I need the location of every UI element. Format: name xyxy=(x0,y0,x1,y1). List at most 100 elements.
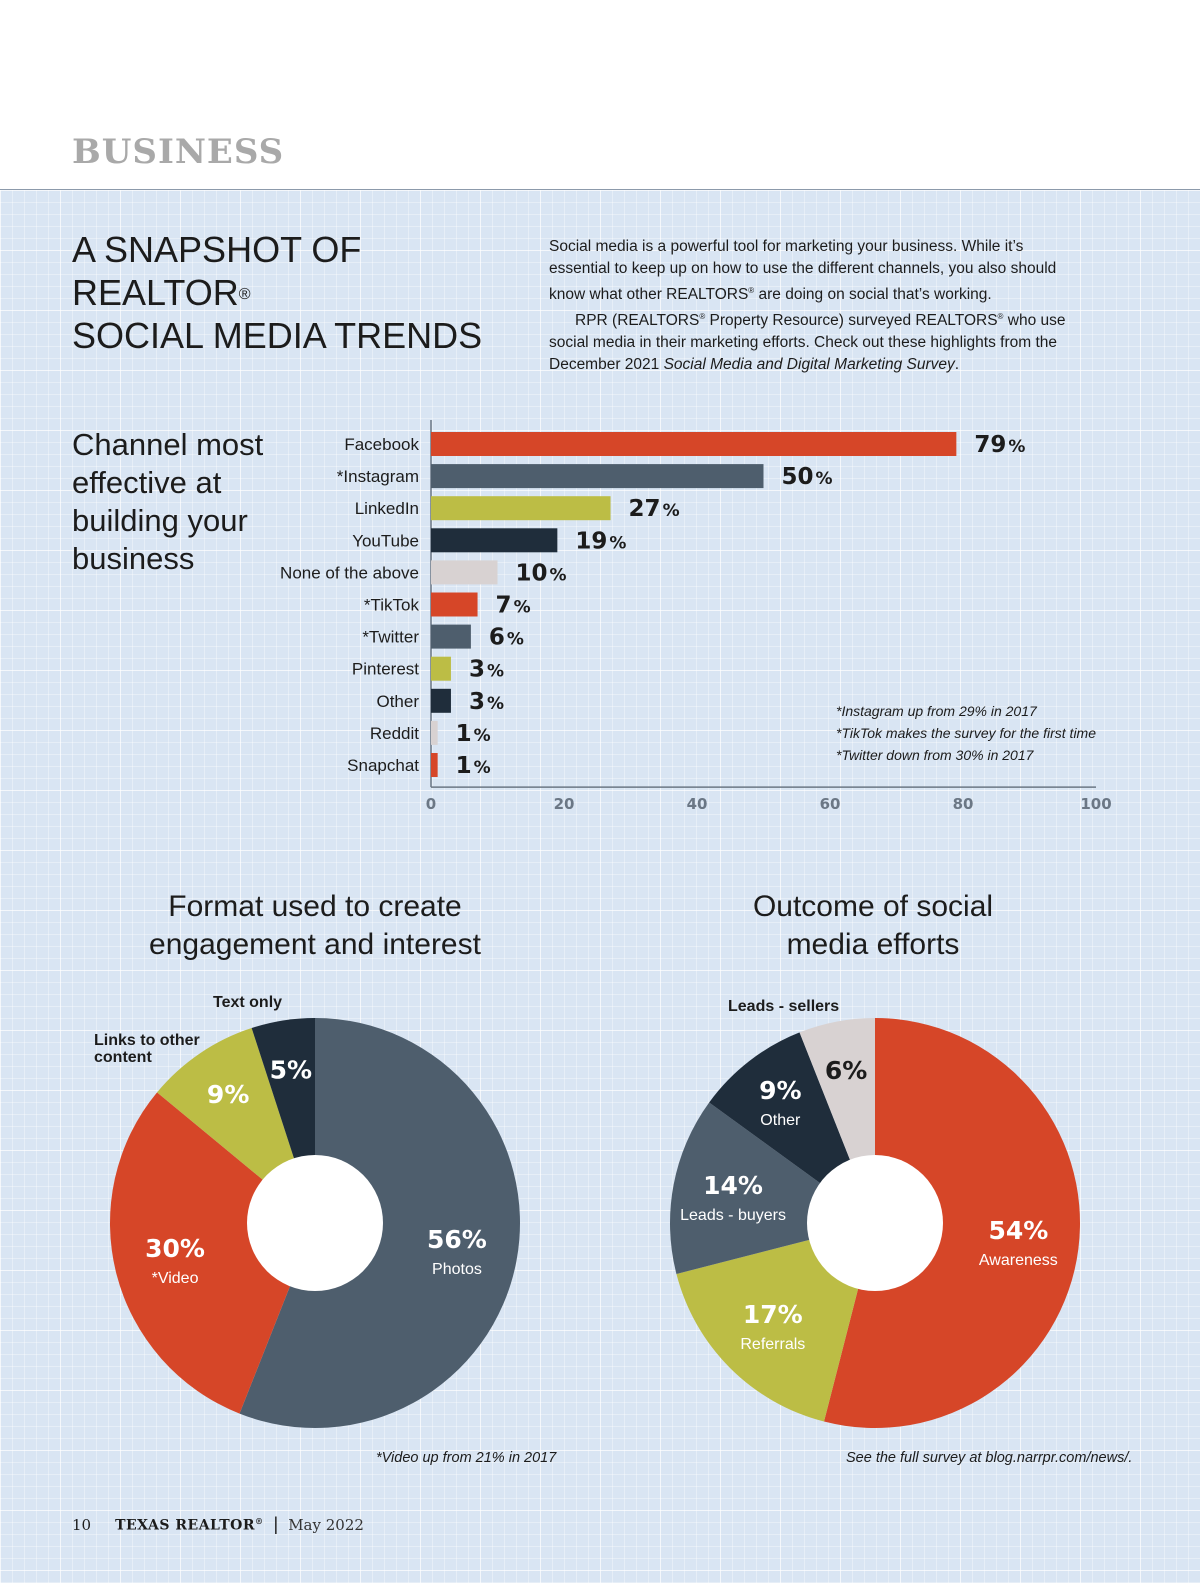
category-label-twitter: *Twitter xyxy=(362,628,419,647)
page-footer: 10 TEXAS REALTOR® | May 2022 xyxy=(72,1514,364,1535)
format-pie-pct-links-to-other-content: 9% xyxy=(207,1080,249,1109)
category-label-linkedin: LinkedIn xyxy=(355,499,419,518)
value-suffix-instagram: % xyxy=(816,469,833,489)
bar-linkedin xyxy=(431,496,611,521)
bar-youtube xyxy=(431,528,558,553)
format-pie-label-photos: Photos xyxy=(432,1261,482,1278)
format-pie-outside-label-links-to-other-content: Links to other xyxy=(94,1032,200,1049)
value-label-reddit: 1% xyxy=(456,721,491,747)
intro-p2-text-b: Property Resource) surveyed REALTORS xyxy=(705,312,998,330)
outcome-pie-pct-other: 9% xyxy=(759,1076,801,1105)
bar-chart-title: Channel most effective at building your … xyxy=(72,427,264,576)
format-pie-outside-label-text-only: Text only xyxy=(213,994,282,1011)
intro-p2-end: . xyxy=(954,356,960,374)
value-suffix-snapchat: % xyxy=(474,758,491,778)
publication-name: TEXAS REALTOR® xyxy=(115,1516,263,1534)
outcome-pie-pct-referrals: 17% xyxy=(743,1300,803,1329)
category-label-pinterest: Pinterest xyxy=(352,660,419,679)
value-suffix-pinterest: % xyxy=(487,662,504,682)
title-line-1: A SNAPSHOT OF REALTOR xyxy=(72,229,362,313)
note-instagram: *Instagram up from 29% in 2017 xyxy=(836,703,1037,719)
format-pie-pct-photos: 56% xyxy=(427,1225,487,1254)
page-title: A SNAPSHOT OF REALTOR® SOCIAL MEDIA TREN… xyxy=(72,228,532,357)
outcome-pie-label-other: Other xyxy=(760,1112,801,1129)
section-label: BUSINESS xyxy=(72,132,285,172)
category-label-tiktok: *TikTok xyxy=(364,596,420,615)
intro-p2-text-a: RPR (REALTORS xyxy=(575,312,700,330)
x-tick-label-20: 20 xyxy=(554,795,575,813)
bar-tiktok xyxy=(431,592,478,617)
note-twitter: *Twitter down from 30% in 2017 xyxy=(836,747,1034,763)
value-suffix-facebook: % xyxy=(1008,437,1025,457)
outcome-pie-footnote: See the full survey at blog.narrpr.com/n… xyxy=(846,1450,1133,1466)
outcome-pie-slice-referrals xyxy=(676,1223,875,1422)
intro-paragraph-2: RPR (REALTORS® Property Resource) survey… xyxy=(549,306,1069,376)
format-pie-label-video: *Video xyxy=(152,1270,199,1287)
bar-pinterest xyxy=(431,656,451,681)
outcome-pie-pct-leads-sellers: 6% xyxy=(825,1056,867,1085)
value-suffix-reddit: % xyxy=(474,726,491,746)
value-suffix-other: % xyxy=(487,694,504,714)
value-suffix-linkedin: % xyxy=(663,501,680,521)
value-suffix-none-of-the-above: % xyxy=(550,565,567,585)
title-registered-mark: ® xyxy=(238,286,251,303)
category-label-reddit: Reddit xyxy=(370,724,419,743)
format-pie-chart: 56% Photos 30% *Video 9% Links to otherconten… xyxy=(94,994,520,1428)
outcome-pie-outside-label-leads-sellers: Leads - sellers xyxy=(728,998,839,1015)
value-suffix-twitter: % xyxy=(507,630,524,650)
format-pie-slice-video xyxy=(109,1092,315,1414)
bar-snapchat xyxy=(431,753,438,777)
format-pie-title: Format used to create engagement and int… xyxy=(115,888,515,964)
intro-paragraph-1: Social media is a powerful tool for mark… xyxy=(549,236,1069,306)
intro-p1-reg: ® xyxy=(748,286,755,295)
publication-reg: ® xyxy=(255,1515,264,1526)
title-line-2: SOCIAL MEDIA TRENDS xyxy=(72,315,483,356)
intro-p2-reg-1: ® xyxy=(699,312,706,322)
x-tick-label-40: 40 xyxy=(687,795,708,813)
intro-p1-text-a: Social media is a powerful tool for mark… xyxy=(549,238,1057,304)
format-pie-donut-hole xyxy=(247,1155,383,1291)
outcome-pie-title: Outcome of social media efforts xyxy=(673,888,1073,964)
value-label-none-of-the-above: 10% xyxy=(516,560,567,586)
bar-none-of-the-above xyxy=(431,560,498,585)
note-tiktok: *TikTok makes the survey for the first t… xyxy=(836,725,1096,741)
x-tick-label-0: 0 xyxy=(426,795,436,813)
outcome-pie-label-referrals: Referrals xyxy=(740,1336,805,1353)
format-pie-title-line-1: Format used to create xyxy=(168,890,462,923)
format-pie-pct-text-only: 5% xyxy=(270,1055,312,1084)
value-label-linkedin: 27% xyxy=(629,496,680,522)
format-pie-pct-video: 30% xyxy=(145,1234,205,1263)
x-tick-label-60: 60 xyxy=(820,795,841,813)
footer-separator: | xyxy=(273,1514,279,1534)
value-label-snapchat: 1% xyxy=(456,753,491,779)
bar-instagram xyxy=(431,464,764,489)
intro-p1-text-b: are doing on social that’s working. xyxy=(754,286,992,304)
x-tick-label-100: 100 xyxy=(1080,795,1111,813)
category-label-snapchat: Snapchat xyxy=(347,756,419,775)
value-label-instagram: 50% xyxy=(782,464,833,490)
intro-p2-reg-2: ® xyxy=(997,312,1004,322)
bar-facebook xyxy=(431,432,957,456)
page-number: 10 xyxy=(72,1515,92,1534)
bar-other xyxy=(431,688,451,713)
bar-twitter xyxy=(431,624,471,649)
survey-name: Social Media and Digital Marketing Surve… xyxy=(663,356,955,374)
format-pie-title-line-2: engagement and interest xyxy=(149,928,481,961)
value-label-twitter: 6% xyxy=(489,625,524,651)
value-label-tiktok: 7% xyxy=(496,593,531,619)
intro-text: Social media is a powerful tool for mark… xyxy=(549,236,1069,376)
value-label-facebook: 79% xyxy=(974,432,1025,458)
intro-p2-text-c: who use social media in their marketing … xyxy=(549,312,1066,374)
value-label-pinterest: 3% xyxy=(469,657,504,683)
category-label-instagram: *Instagram xyxy=(337,467,419,486)
value-suffix-youtube: % xyxy=(609,533,626,553)
category-label-facebook: Facebook xyxy=(344,435,419,454)
bar-chart: 0 20 40 60 80 100 Facebook 79 % *Instagram 50 % Link… xyxy=(280,420,1112,813)
value-label-youtube: 19% xyxy=(575,528,626,554)
bar-chart-notes: *Instagram up from 29% in 2017 *TikTok m… xyxy=(836,700,1096,766)
outcome-pie-pct-awareness: 54% xyxy=(988,1216,1048,1245)
category-label-youtube: YouTube xyxy=(352,531,419,550)
bar-reddit xyxy=(431,720,438,745)
outcome-pie-donut-hole xyxy=(807,1155,943,1291)
outcome-pie-label-awareness: Awareness xyxy=(979,1252,1058,1269)
